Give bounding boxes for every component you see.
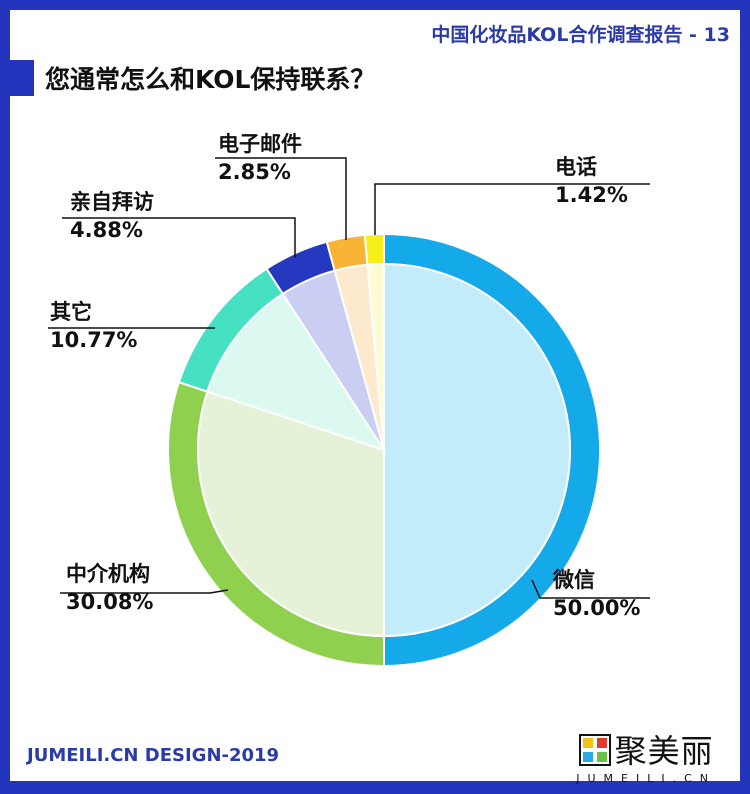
slice-value: 4.88% bbox=[70, 218, 143, 242]
slice-name: 其它 bbox=[50, 300, 92, 324]
slice-name: 中介机构 bbox=[66, 562, 150, 586]
slice-label-4: 电子邮件 2.85% bbox=[218, 130, 302, 186]
logo-subtext: JUMEILI.CN bbox=[576, 772, 716, 785]
pie-slice-ring-5 bbox=[363, 232, 385, 266]
slice-name: 微信 bbox=[553, 568, 595, 592]
slice-value: 10.77% bbox=[50, 328, 138, 352]
slice-label-0: 微信 50.00% bbox=[553, 566, 640, 622]
slice-label-5: 电话 1.42% bbox=[555, 153, 628, 209]
slice-value: 30.08% bbox=[66, 590, 154, 614]
logo-mark-icon bbox=[578, 734, 611, 766]
slice-label-1: 中介机构 30.08% bbox=[66, 560, 153, 616]
slice-name: 电子邮件 bbox=[218, 132, 302, 156]
leader-line-0 bbox=[531, 579, 650, 599]
slice-name: 亲自拜访 bbox=[70, 190, 154, 214]
footer-credit: JUMEILI.CN DESIGN-2019 bbox=[27, 745, 280, 766]
slice-label-2: 其它 10.77% bbox=[50, 298, 137, 354]
slice-label-3: 亲自拜访 4.88% bbox=[70, 188, 154, 244]
logo: 聚美丽 JUMEILI.CN bbox=[576, 726, 716, 785]
leader-line-4 bbox=[215, 157, 347, 240]
pie-slice-5 bbox=[366, 262, 385, 451]
chart-title: 您通常怎么和KOL保持联系？ bbox=[45, 65, 376, 94]
title-accent-bar bbox=[10, 60, 34, 96]
leader-line-1 bbox=[60, 589, 229, 594]
pie-slice-0 bbox=[383, 262, 571, 638]
pie-slice-2 bbox=[206, 292, 387, 452]
slice-value: 50.00% bbox=[553, 596, 641, 620]
report-title: 中国化妆品KOL合作调查报告 - 13 bbox=[431, 24, 730, 46]
pie-slice-1 bbox=[197, 390, 385, 638]
slice-value: 1.42% bbox=[555, 183, 628, 207]
slice-value: 2.85% bbox=[218, 160, 291, 184]
leader-line-3 bbox=[62, 217, 296, 258]
logo-text: 聚美丽 bbox=[614, 732, 714, 770]
leader-line-5 bbox=[374, 183, 650, 235]
slice-name: 电话 bbox=[555, 155, 597, 179]
